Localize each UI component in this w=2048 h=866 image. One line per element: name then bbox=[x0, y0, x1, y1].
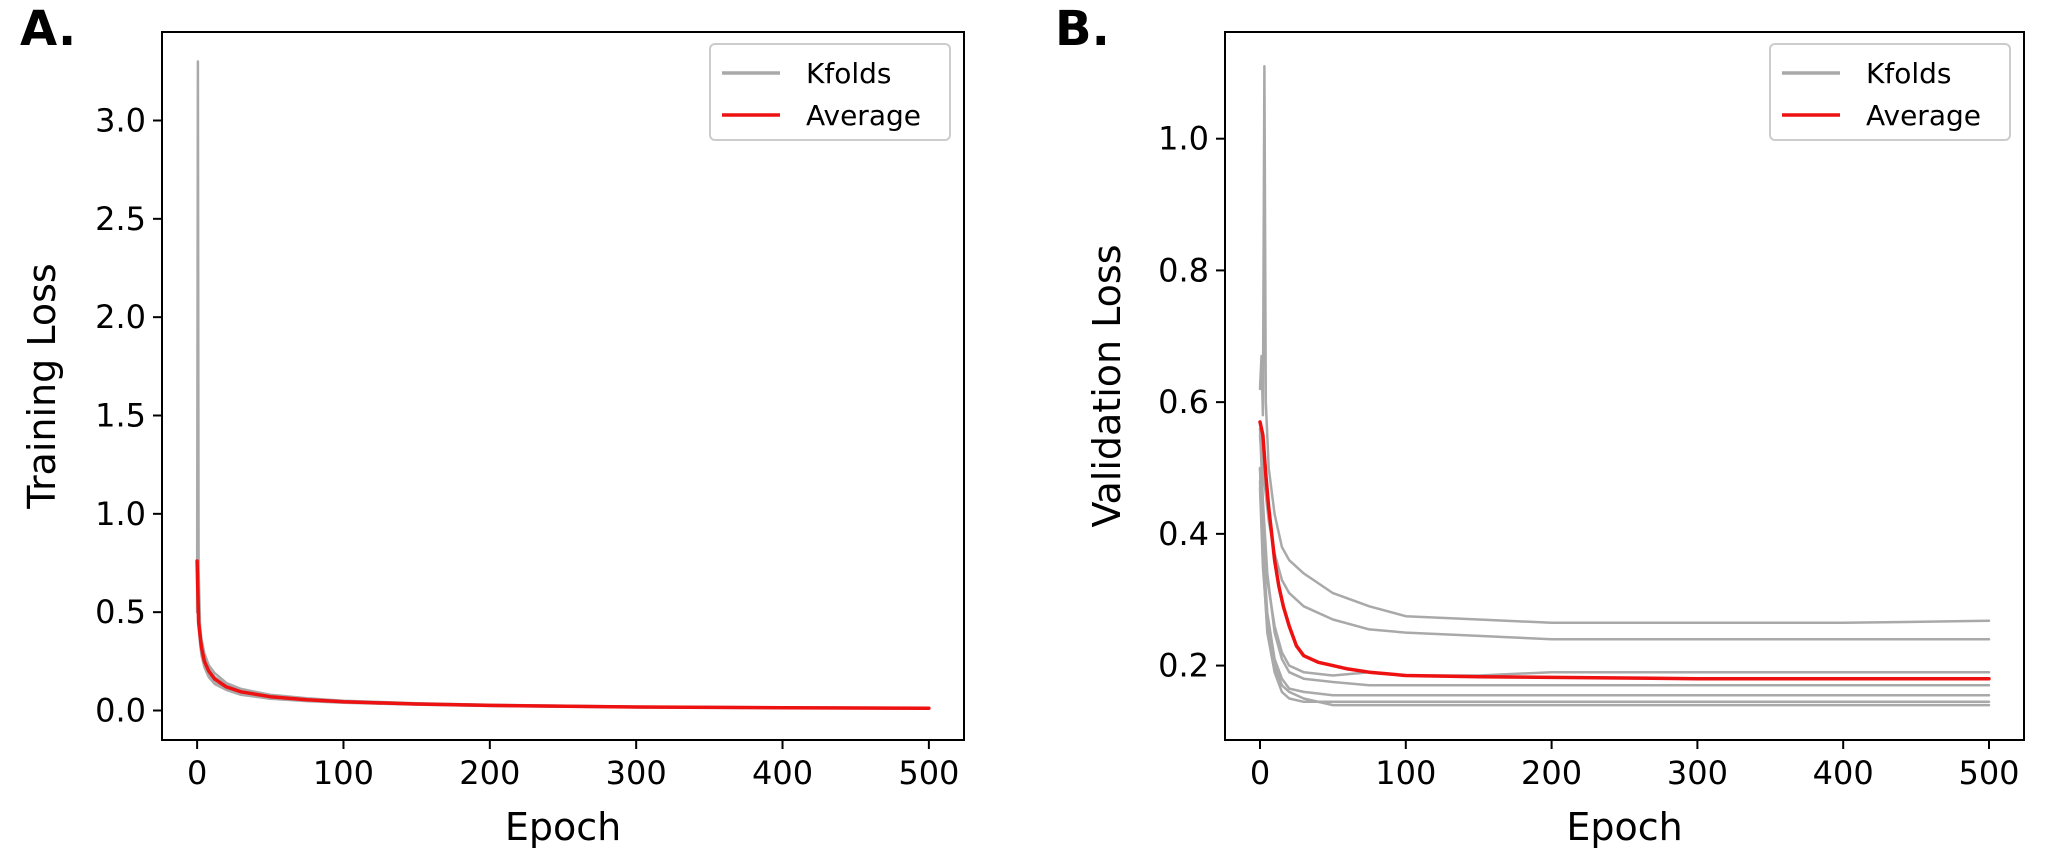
panel-a-ytick-label: 0.0 bbox=[95, 692, 146, 730]
panel-b-xtick-label: 0 bbox=[1250, 754, 1270, 792]
panel-a-ytick-label: 1.5 bbox=[95, 397, 146, 435]
panel-a-ytick-label: 2.0 bbox=[95, 298, 146, 336]
panel-b-yaxis-title: Validation Loss bbox=[1085, 244, 1129, 527]
panel-b-ytick-label: 0.6 bbox=[1158, 383, 1209, 421]
panel-b-legend: Kfolds Average bbox=[1769, 43, 2011, 141]
panel-b-series-kfold-6-line bbox=[1258, 486, 1991, 707]
panel-a-legend-label-kfolds: Kfolds bbox=[806, 57, 892, 90]
panel-b-xaxis-title: Epoch bbox=[1566, 805, 1682, 849]
panel-b-ytick-label: 0.4 bbox=[1158, 515, 1209, 553]
panel-a-xtick-label: 200 bbox=[459, 754, 520, 792]
panel-b-xtick-label: 500 bbox=[1958, 754, 2019, 792]
panel-a-series-average-line bbox=[195, 559, 931, 711]
panel-a-plot-area bbox=[195, 60, 931, 711]
panel-a-xaxis-title: Epoch bbox=[505, 805, 621, 849]
panel-a-axes-frame bbox=[161, 31, 965, 741]
panel-b-ytick-label: 1.0 bbox=[1158, 120, 1209, 158]
panel-a-letter: A. bbox=[20, 1, 76, 57]
panel-a-xtick-label: 100 bbox=[313, 754, 374, 792]
panel-b-letter: B. bbox=[1055, 1, 1110, 57]
panel-a-xtick-label: 0 bbox=[187, 754, 207, 792]
panel-b-legend-label-average: Average bbox=[1866, 99, 1981, 132]
panel-a-xtick-label: 400 bbox=[752, 754, 813, 792]
panel-b-series-kfold-0-line bbox=[1258, 64, 1991, 625]
panel-b-xtick-label: 100 bbox=[1375, 754, 1436, 792]
panel-a-ytick-label: 2.5 bbox=[95, 200, 146, 238]
panel-a-series-kfold-1-line bbox=[195, 567, 931, 710]
panel-b-series-kfold-2-line bbox=[1258, 466, 1991, 677]
panel-b-xtick-label: 400 bbox=[1813, 754, 1874, 792]
panel-a: A. 0 100 200 300 400 500 0.0 0.5 1.0 1.5 2.0 2.5 3.0 E… bbox=[20, 1, 965, 849]
panel-b-series-average-line bbox=[1258, 420, 1991, 681]
panel-a-legend: Kfolds Average bbox=[709, 43, 951, 141]
panel-b-axes-frame bbox=[1224, 31, 2025, 741]
panel-b-xtick-label: 200 bbox=[1521, 754, 1582, 792]
panel-b-series-kfold-5-line bbox=[1258, 466, 1991, 704]
panel-a-ytick-label: 0.5 bbox=[95, 593, 146, 631]
panel-b-ytick-label: 0.2 bbox=[1158, 647, 1209, 685]
panel-a-series-kfold-2-line bbox=[195, 575, 931, 710]
panel-b-ytick-label: 0.8 bbox=[1158, 251, 1209, 289]
panel-a-xtick-label: 300 bbox=[606, 754, 667, 792]
panel-b-legend-label-kfolds: Kfolds bbox=[1866, 57, 1952, 90]
panel-a-series-kfold-0-line bbox=[195, 60, 931, 710]
panel-b-series-kfold-3-line bbox=[1258, 427, 1991, 687]
panel-a-series-kfold-4-line bbox=[195, 579, 931, 710]
panel-a-legend-label-average: Average bbox=[806, 99, 921, 132]
panel-a-ytick-label: 3.0 bbox=[95, 102, 146, 140]
panel-a-series-kfold-3-line bbox=[195, 571, 931, 710]
panel-a-xtick-label: 500 bbox=[898, 754, 959, 792]
panel-b: B. 0 100 200 300 400 500 0.2 0.4 0.6 0.8 1.0 Epoch Va… bbox=[1055, 1, 2025, 849]
panel-a-ytick-label: 1.0 bbox=[95, 495, 146, 533]
panel-b-series-kfold-1-line bbox=[1258, 433, 1991, 641]
panel-b-series-kfold-4-line bbox=[1258, 479, 1991, 697]
panel-b-xtick-label: 300 bbox=[1667, 754, 1728, 792]
panel-b-plot-area bbox=[1258, 64, 1991, 707]
panel-a-yaxis-title: Training Loss bbox=[20, 263, 64, 509]
